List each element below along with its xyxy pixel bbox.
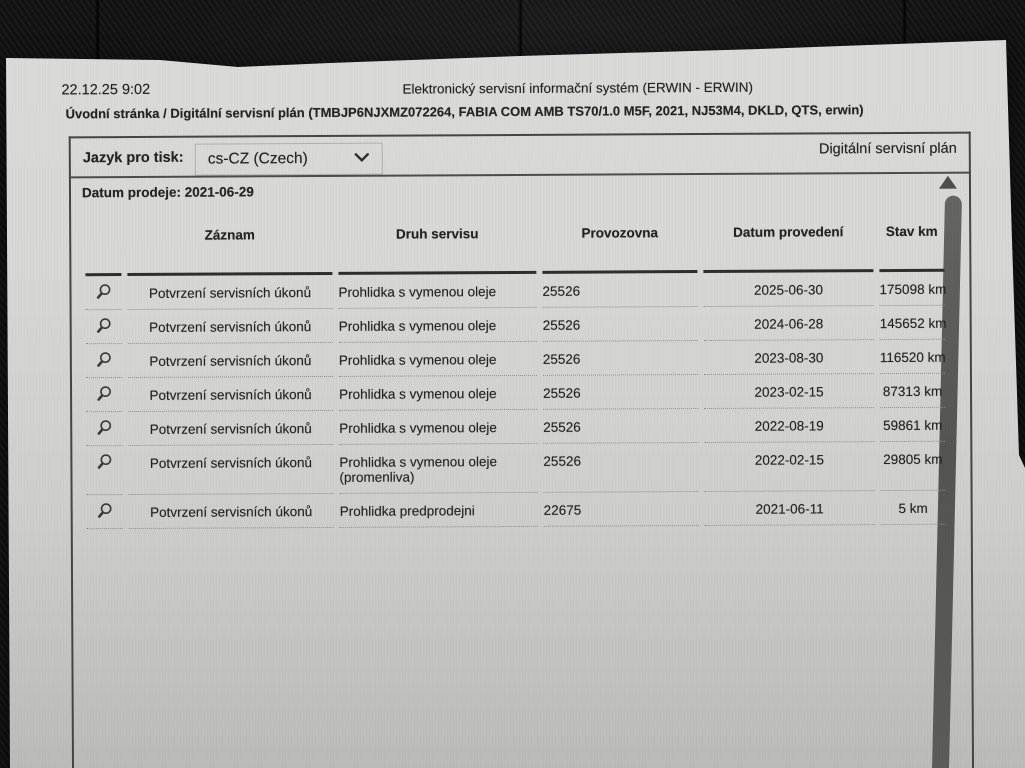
date-cell: 2023-08-30 bbox=[703, 340, 874, 375]
date-cell: 2022-08-19 bbox=[704, 408, 875, 443]
magnifier-icon[interactable] bbox=[86, 453, 122, 470]
service-kind-cell: Prohlidka s vymenou oleje (promenliva) bbox=[339, 443, 538, 494]
mileage-cell: 175098 km bbox=[879, 271, 946, 307]
magnifier-icon[interactable] bbox=[85, 283, 121, 300]
chevron-down-icon bbox=[354, 150, 370, 168]
record-type-cell: Potvrzení servisních úkonů bbox=[127, 376, 334, 413]
service-kind-cell: Prohlidka predprodejni bbox=[339, 492, 538, 528]
workshop-cell: 25526 bbox=[542, 375, 699, 410]
magnifier-icon[interactable] bbox=[86, 351, 122, 368]
record-type-cell: Potvrzení servisních úkonů bbox=[127, 342, 333, 379]
table-row: Potvrzení servisních úkonů Prohlidka s v… bbox=[86, 407, 946, 447]
magnifier-icon[interactable] bbox=[86, 317, 122, 334]
mileage-cell: 29805 km bbox=[880, 441, 946, 492]
column-header-datum-provedeni: Datum provedení bbox=[703, 212, 874, 273]
workshop-cell: 22675 bbox=[543, 492, 699, 527]
table-row: Potvrzení servisních úkonů Prohlidka s v… bbox=[85, 373, 946, 413]
table-row: Potvrzení servisních úkonů Prohlidka pre… bbox=[86, 490, 946, 530]
sale-date: Datum prodeje: 2021-06-29 bbox=[81, 184, 254, 201]
record-type-cell: Potvrzení servisních úkonů bbox=[128, 444, 334, 496]
column-header-zaznam: Záznam bbox=[127, 214, 333, 277]
date-cell: 2023-02-15 bbox=[703, 374, 875, 409]
workshop-cell: 25526 bbox=[543, 443, 699, 493]
date-cell: 2024-06-28 bbox=[703, 306, 874, 341]
column-header-icon bbox=[85, 216, 122, 277]
workshop-cell: 25526 bbox=[542, 273, 698, 308]
mileage-cell: 59861 km bbox=[880, 407, 946, 443]
triangle-up-icon[interactable] bbox=[938, 175, 957, 189]
workshop-cell: 25526 bbox=[542, 307, 698, 342]
record-type-cell: Potvrzení servisních úkonů bbox=[127, 274, 333, 311]
date-cell: 2025-06-30 bbox=[703, 272, 874, 307]
date-cell: 2022-02-15 bbox=[704, 442, 875, 492]
language-value: cs-CZ (Czech) bbox=[207, 150, 308, 168]
table-row: Potvrzení servisních úkonů Prohlidka s v… bbox=[85, 271, 946, 311]
mileage-cell: 116520 km bbox=[879, 339, 946, 375]
magnifier-icon[interactable] bbox=[87, 502, 123, 519]
table-header-row: Záznam Druh servisu Provozovna Datum pro… bbox=[85, 211, 945, 277]
service-kind-cell: Prohlidka s vymenou oleje bbox=[338, 341, 537, 377]
date-cell: 2021-06-11 bbox=[704, 491, 875, 526]
column-header-druh-servisu: Druh servisu bbox=[338, 213, 537, 275]
table-body: Potvrzení servisních úkonů Prohlidka s v… bbox=[85, 271, 947, 530]
language-label: Jazyk pro tisk: bbox=[82, 149, 184, 167]
magnifier-icon[interactable] bbox=[86, 419, 122, 436]
service-plan-panel: Jazyk pro tisk: cs-CZ (Czech) Digitální … bbox=[68, 131, 975, 768]
table-row: Potvrzení servisních úkonů Prohlidka s v… bbox=[85, 339, 946, 379]
service-kind-cell: Prohlidka s vymenou oleje bbox=[338, 273, 537, 309]
magnifier-icon[interactable] bbox=[86, 385, 122, 402]
mileage-cell: 5 km bbox=[880, 490, 946, 526]
table-row: Potvrzení servisních úkonů Prohlidka s v… bbox=[86, 441, 946, 496]
record-type-cell: Potvrzení servisních úkonů bbox=[128, 493, 334, 530]
print-timestamp: 22.12.25 9:02 bbox=[61, 81, 151, 99]
app-title: Elektronický servisní informační systém … bbox=[402, 79, 754, 97]
breadcrumb: Úvodní stránka / Digitální servisní plán… bbox=[65, 102, 864, 122]
service-kind-cell: Prohlidka s vymenou oleje bbox=[339, 409, 538, 445]
mileage-cell: 87313 km bbox=[879, 373, 946, 409]
record-type-cell: Potvrzení servisních úkonů bbox=[128, 410, 334, 447]
panel-title: Digitální servisní plán bbox=[818, 140, 957, 158]
workshop-cell: 25526 bbox=[543, 409, 699, 444]
record-type-cell: Potvrzení servisních úkonů bbox=[127, 308, 333, 345]
language-select[interactable]: cs-CZ (Czech) bbox=[194, 142, 383, 176]
service-kind-cell: Prohlidka s vymenou oleje bbox=[338, 307, 537, 343]
table-row: Potvrzení servisních úkonů Prohlidka s v… bbox=[85, 305, 947, 345]
workshop-cell: 25526 bbox=[542, 341, 698, 376]
column-header-stav-km: Stav km bbox=[879, 211, 945, 273]
column-header-provozovna: Provozovna bbox=[542, 213, 698, 274]
service-records-table: Záznam Druh servisu Provozovna Datum pro… bbox=[79, 211, 952, 530]
mileage-cell: 145652 km bbox=[879, 305, 947, 341]
service-kind-cell: Prohlidka s vymenou oleje bbox=[338, 375, 538, 411]
